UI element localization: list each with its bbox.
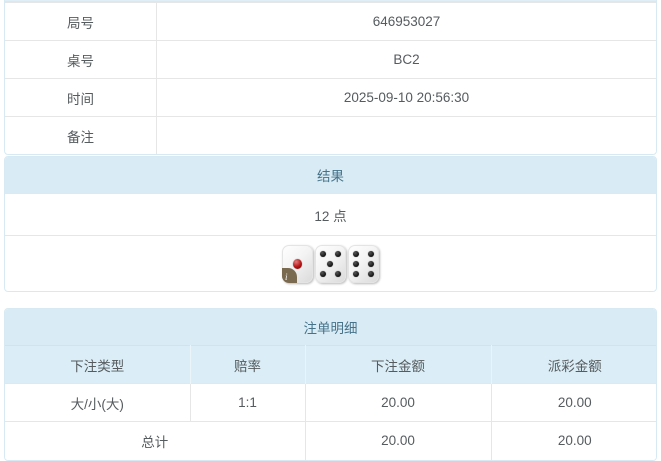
cell-payout: 20.00 bbox=[491, 383, 656, 422]
die-pip bbox=[368, 260, 375, 267]
info-badge-icon[interactable]: i bbox=[282, 267, 297, 283]
bet-detail-table-body: 大/小(大) 1:1 20.00 20.00 总计 20.00 20.00 bbox=[5, 383, 656, 460]
die-pip bbox=[352, 270, 359, 277]
info-row-table-number: 桌号 BC2 bbox=[5, 40, 656, 78]
die-3 bbox=[348, 244, 379, 283]
die-pip bbox=[352, 250, 359, 257]
info-label-round-number: 局号 bbox=[5, 3, 157, 40]
die-1-pips bbox=[286, 249, 309, 279]
cell-odds: 1:1 bbox=[190, 383, 306, 422]
info-row-round-number: 局号 646953027 bbox=[5, 2, 656, 40]
die-2 bbox=[315, 244, 346, 283]
info-label-table-number: 桌号 bbox=[5, 41, 157, 78]
column-header-odds: 赔率 bbox=[190, 345, 306, 384]
die-1: i bbox=[282, 244, 313, 283]
info-value-remark bbox=[157, 117, 656, 154]
die-3-pips bbox=[352, 249, 375, 279]
table-header-row: 下注类型 赔率 下注金额 派彩金额 bbox=[5, 345, 656, 384]
cell-total-payout: 20.00 bbox=[491, 421, 656, 460]
cell-total-label: 总计 bbox=[5, 421, 306, 460]
die-pip bbox=[319, 250, 326, 257]
info-row-time: 时间 2025-09-10 20:56:30 bbox=[5, 78, 656, 116]
info-value-round-number: 646953027 bbox=[372, 14, 441, 29]
die-2-pips bbox=[319, 249, 342, 279]
column-header-payout: 派彩金额 bbox=[491, 345, 656, 384]
bet-detail-table-head: 下注类型 赔率 下注金额 派彩金额 bbox=[5, 345, 656, 384]
info-label-time: 时间 bbox=[5, 79, 157, 116]
cell-bet-type: 大/小(大) bbox=[5, 383, 191, 422]
dice-row: i bbox=[5, 235, 656, 291]
round-info-card: 局号 646953027 桌号 BC2 时间 2025-09-10 20:56:… bbox=[4, 0, 657, 155]
table-row: 大/小(大) 1:1 20.00 20.00 bbox=[5, 383, 656, 422]
bet-detail-header-title: 注单明细 bbox=[5, 309, 656, 345]
info-value-table-number: BC2 bbox=[393, 52, 420, 67]
result-card: 结果 12 点 i bbox=[4, 156, 657, 292]
round-info-header-band bbox=[5, 0, 656, 2]
table-total-row: 总计 20.00 20.00 bbox=[5, 421, 656, 460]
cell-bet-amount: 20.00 bbox=[305, 383, 492, 422]
info-label-remark: 备注 bbox=[5, 117, 157, 154]
die-pip bbox=[352, 260, 359, 267]
info-row-remark: 备注 bbox=[5, 116, 656, 154]
cell-total-bet-amount: 20.00 bbox=[305, 421, 492, 460]
column-header-bet-amount: 下注金额 bbox=[305, 345, 492, 384]
die-pip bbox=[368, 270, 375, 277]
bet-detail-table: 下注类型 赔率 下注金额 派彩金额 大/小(大) 1:1 20.00 20.00… bbox=[5, 345, 656, 460]
info-value-time: 2025-09-10 20:56:30 bbox=[343, 90, 470, 105]
die-pip bbox=[327, 260, 334, 267]
die-pip bbox=[335, 250, 342, 257]
die-pip bbox=[368, 250, 375, 257]
die-pip bbox=[293, 258, 302, 269]
die-pip bbox=[319, 270, 326, 277]
result-header-title: 结果 bbox=[5, 157, 656, 193]
result-points-value: 12 点 bbox=[5, 193, 656, 235]
column-header-bet-type: 下注类型 bbox=[5, 345, 191, 384]
die-pip bbox=[335, 270, 342, 277]
bet-detail-card: 注单明细 下注类型 赔率 下注金额 派彩金额 大/小(大) 1:1 20.00 … bbox=[4, 308, 657, 461]
